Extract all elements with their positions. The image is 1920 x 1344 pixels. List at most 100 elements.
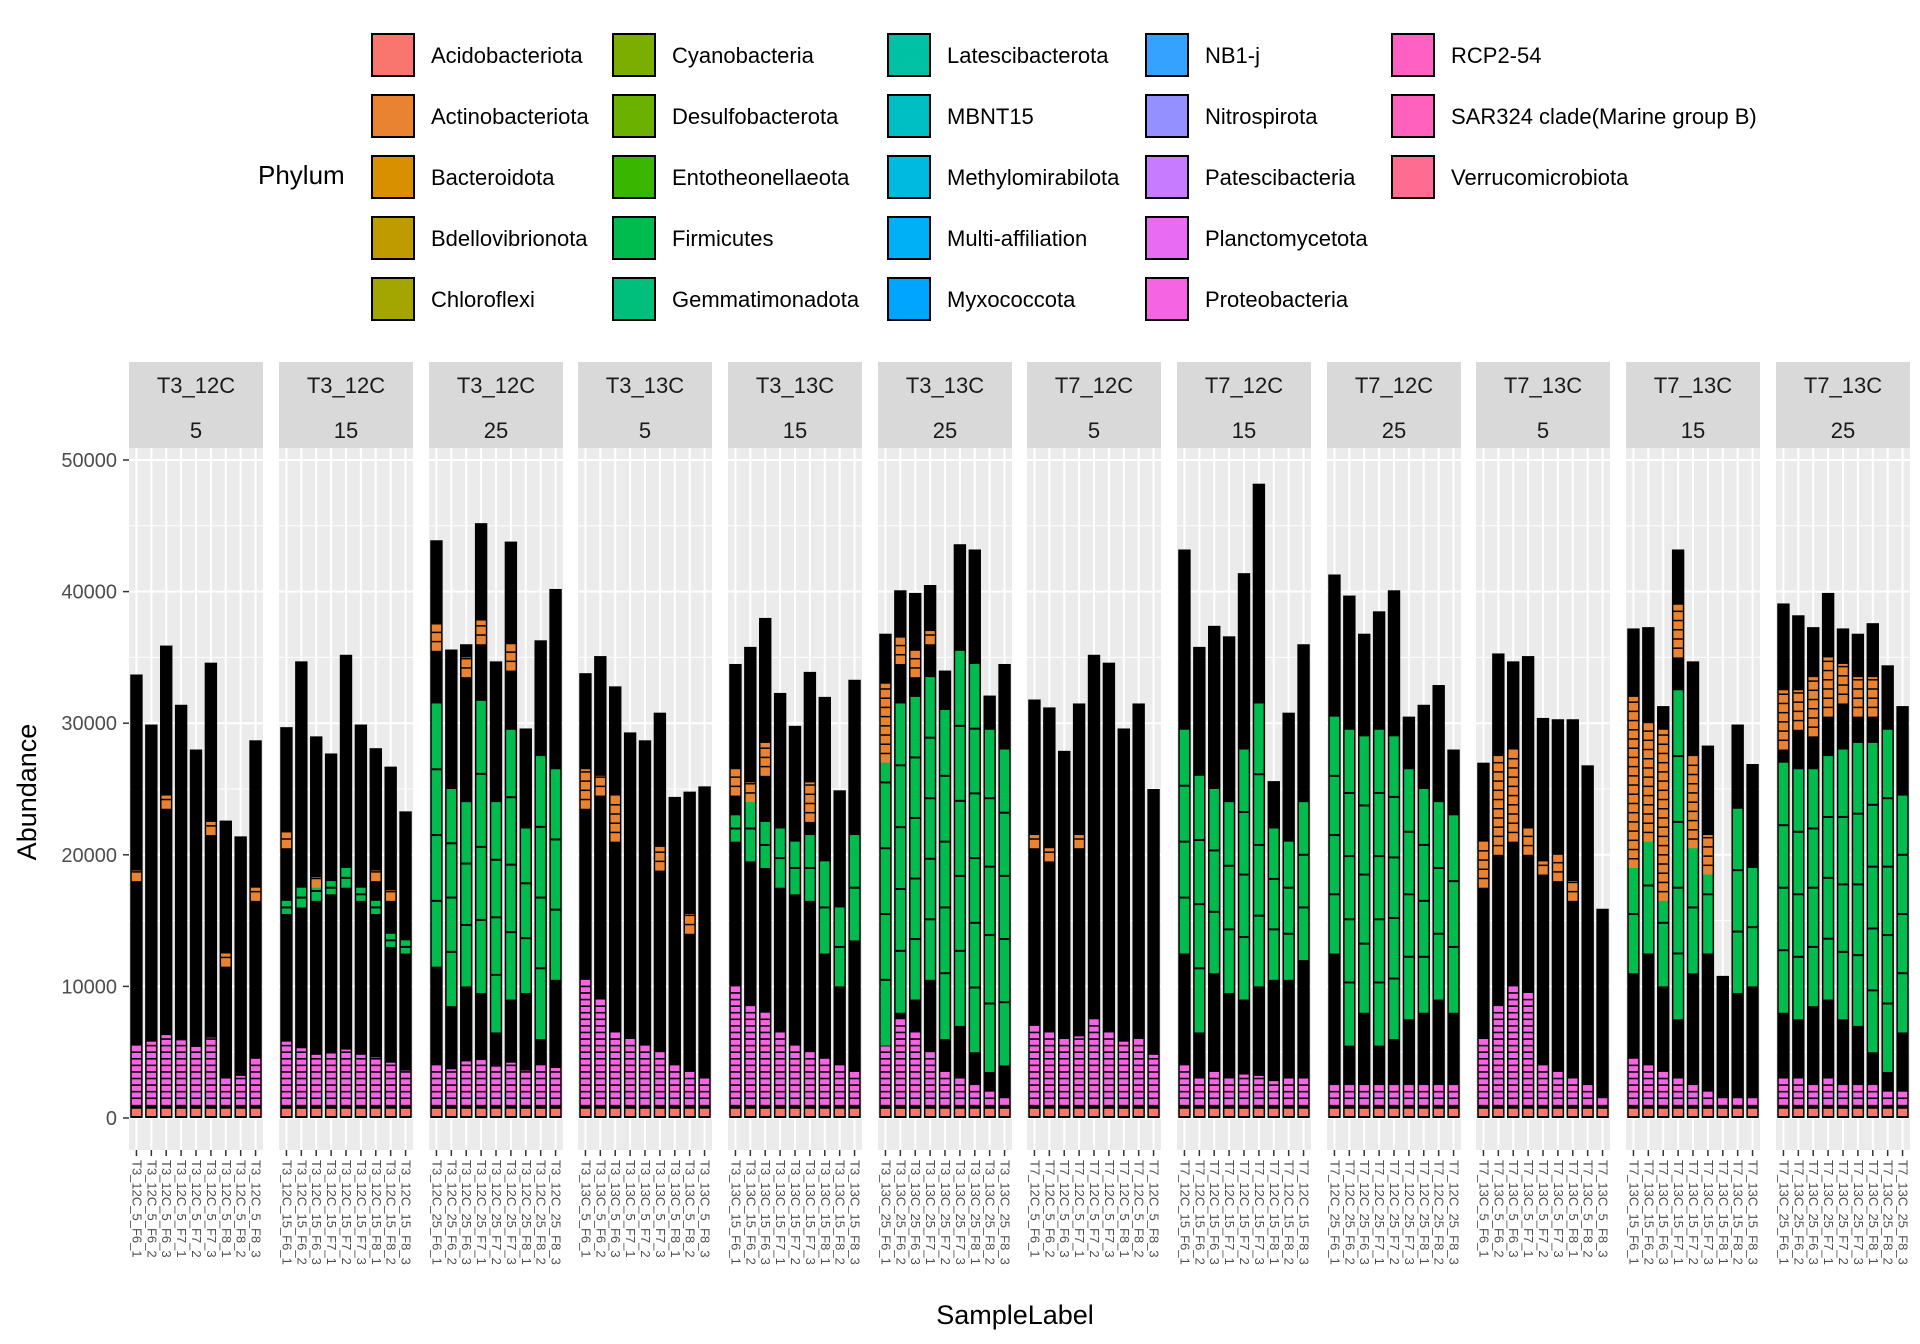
bar-segment-acidobacteriota (1434, 1109, 1443, 1116)
bar-stack (145, 725, 157, 1118)
legend-entry: Planctomycetota (1146, 217, 1368, 259)
facet-label-treatment: T3_13C (756, 373, 834, 398)
x-tick-label: T3_12C_5_F8_3 (249, 1160, 264, 1258)
bar-stack (998, 664, 1010, 1118)
bar-stack (1822, 593, 1834, 1118)
bar-stack (310, 736, 322, 1118)
bar-stack (505, 542, 517, 1118)
x-tick-label: T3_12C_5_F7_3 (204, 1160, 219, 1258)
bar-segment-acidobacteriota (925, 1109, 934, 1116)
bar-stack (624, 732, 636, 1118)
bar-segment-proteobacteria (1449, 1085, 1458, 1105)
bar-segment-acidobacteriota (1794, 1109, 1803, 1116)
bar-segment-proteobacteria (1045, 1032, 1054, 1104)
bar-stack (1477, 763, 1489, 1118)
bar-segment-proteobacteria (1523, 993, 1532, 1105)
bar-segment-acidobacteriota (640, 1109, 649, 1116)
facet-label-treatment: T7_13C (1654, 373, 1732, 398)
x-tick-label: T7_13C_15_F7_2 (1686, 1160, 1701, 1265)
bar-segment-proteobacteria (1748, 1098, 1757, 1105)
legend-label: Gemmatimonadota (672, 287, 860, 312)
facet-panel: T3_12C15T3_12C_15_F6_1 T3_12C_15_F6_2 T3_1… (279, 362, 414, 1265)
bar-stack (1657, 706, 1669, 1118)
bar-stack (848, 680, 860, 1118)
bar-segment-proteobacteria (1345, 1085, 1354, 1105)
x-tick-label: T7_13C_15_F8_2 (1731, 1160, 1746, 1265)
bar-segment-acidobacteriota (685, 1109, 694, 1116)
bar-stack (1746, 764, 1758, 1118)
bar-stack (1867, 623, 1879, 1118)
x-tick-label: T7_12C_15_F8_1 (1267, 1160, 1282, 1265)
legend-label: Nitrospirota (1205, 104, 1318, 129)
legend-swatch (372, 34, 414, 76)
bar-segment-acidobacteriota (206, 1109, 215, 1116)
bar-segment-acidobacteriota (1104, 1109, 1113, 1116)
bar-segment-proteobacteria (1330, 1085, 1339, 1105)
bar-segment-acidobacteriota (896, 1109, 905, 1116)
x-tick-label: T3_12C_25_F8_3 (549, 1160, 564, 1265)
bar-segment-actinobacteriota (1523, 828, 1532, 854)
legend-entry: NB1-j (1146, 34, 1260, 76)
bar-stack (549, 589, 561, 1118)
bar-stack (1432, 685, 1444, 1118)
legend-swatch (1392, 95, 1434, 137)
x-tick-label: T3_12C_5_F6_2 (144, 1160, 159, 1258)
x-tick-label: T3_12C_5_F6_1 (129, 1160, 144, 1258)
bar-stack (220, 821, 232, 1118)
legend-entry: SAR324 clade(Marine group B) (1392, 95, 1757, 137)
legend-swatch (613, 95, 655, 137)
bar-stack (1717, 976, 1729, 1118)
bar-stack (1193, 647, 1205, 1118)
x-tick-label: T3_12C_15_F6_2 (294, 1160, 309, 1265)
x-tick-label: T7_12C_15_F7_2 (1237, 1160, 1252, 1265)
x-tick-label: T3_12C_15_F6_3 (309, 1160, 324, 1265)
bar-segment-actinobacteriota (506, 644, 515, 670)
bar-segment-proteobacteria (1104, 1032, 1113, 1104)
bar-segment-firmicutes (1434, 802, 1443, 999)
x-tick-label: T7_12C_5_F6_1 (1027, 1160, 1042, 1258)
x-tick-label: T3_13C_15_F7_1 (773, 1160, 788, 1265)
bar-segment-acidobacteriota (282, 1109, 291, 1116)
bar-segment-proteobacteria (521, 1071, 530, 1105)
facet-label-treatment: T7_12C (1205, 373, 1283, 398)
bar-stack (639, 740, 651, 1118)
bar-stack (1447, 750, 1459, 1118)
bar-stack (399, 811, 411, 1118)
x-tick-label: T3_12C_15_F7_1 (324, 1160, 339, 1265)
x-tick-label: T3_12C_25_F8_1 (519, 1160, 534, 1265)
bar-stack (879, 634, 891, 1118)
bar-segment-proteobacteria (790, 1046, 799, 1105)
bar-stack (669, 797, 681, 1118)
bar-segment-proteobacteria (970, 1085, 979, 1105)
bar-segment-proteobacteria (1718, 1098, 1727, 1105)
bar-stack (1777, 603, 1789, 1118)
facet-label-day: 5 (190, 418, 202, 443)
y-tick-label: 0 (106, 1108, 117, 1130)
bar-segment-firmicutes (896, 703, 905, 1012)
bar-segment-acidobacteriota (1509, 1109, 1518, 1116)
x-tick-label: T7_13C_5_F6_1 (1476, 1160, 1491, 1258)
bar-segment-proteobacteria (1434, 1085, 1443, 1105)
x-tick-label: T3_12C_25_F7_2 (489, 1160, 504, 1265)
bar-segment-acidobacteriota (1883, 1109, 1892, 1116)
legend-label: Cyanobacteria (672, 43, 815, 68)
legend-swatch (613, 156, 655, 198)
bar-segment-acidobacteriota (1779, 1109, 1788, 1116)
bar-segment-firmicutes (881, 717, 890, 1046)
bar-stack (1343, 596, 1355, 1118)
legend-swatch (372, 278, 414, 320)
bar-segment-proteobacteria (297, 1048, 306, 1105)
bar-segment-firmicutes (551, 769, 560, 980)
bar-stack (1881, 665, 1893, 1118)
bar-segment-acidobacteriota (297, 1109, 306, 1116)
bar-segment-proteobacteria (850, 1072, 859, 1105)
x-tick-label: T3_12C_5_F7_2 (189, 1160, 204, 1258)
bar-segment-acidobacteriota (312, 1109, 321, 1116)
facet-label-treatment: T7_13C (1504, 373, 1582, 398)
x-tick-label: T3_13C_5_F6_1 (578, 1160, 593, 1258)
bar-stack (190, 750, 202, 1118)
bar-segment-acidobacteriota (491, 1109, 500, 1116)
bar-segment-acidobacteriota (820, 1109, 829, 1116)
bar-segment-acidobacteriota (1404, 1109, 1413, 1116)
legend-label: Methylomirabilota (947, 165, 1120, 190)
